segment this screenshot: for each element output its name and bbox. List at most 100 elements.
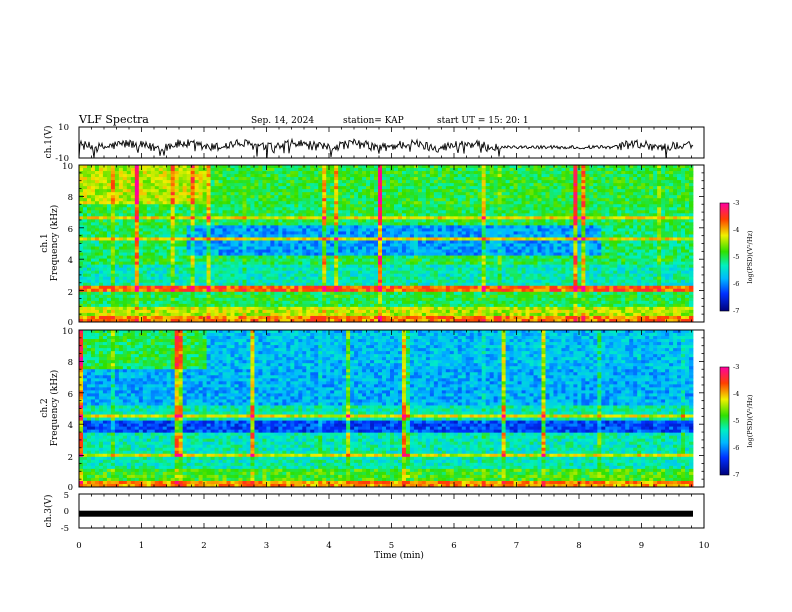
spectrogram-cell — [318, 219, 323, 223]
spectrogram-cell — [557, 201, 562, 205]
spectrogram-cell — [286, 249, 291, 253]
spectrogram-cell — [617, 240, 622, 244]
spectrogram-cell — [421, 219, 427, 223]
spectrogram-cell — [549, 207, 554, 211]
spectrogram-cell — [473, 198, 479, 202]
spectrogram-cell — [477, 246, 483, 250]
spectrogram-cell — [266, 216, 271, 220]
spectrogram-cell — [254, 237, 259, 241]
spectrogram-cell — [242, 261, 247, 266]
spectrogram-cell — [122, 207, 128, 211]
spectrogram-cell — [641, 192, 646, 196]
spectrogram-cell — [605, 258, 610, 263]
spectrogram-cell — [342, 249, 347, 253]
spectrogram-cell — [621, 207, 626, 211]
spectrogram-cell — [210, 165, 215, 169]
spectrogram-cell — [437, 240, 443, 244]
spectrogram-cell — [114, 171, 120, 175]
spectrogram-cell — [126, 201, 132, 205]
spectrogram-cell — [118, 189, 124, 193]
spectrogram-cell — [106, 177, 112, 181]
spectrogram-cell — [79, 237, 84, 241]
spectrogram-cell — [266, 180, 271, 184]
spectrogram-cell — [565, 237, 570, 241]
spectrogram-cell — [350, 171, 355, 175]
spectrogram-cell — [130, 255, 136, 259]
spectrogram-cell — [222, 213, 227, 217]
spectrogram-cell — [597, 174, 602, 178]
spectrogram-cell — [601, 174, 606, 178]
spectrogram-cell — [362, 249, 367, 253]
spectrogram-cell — [389, 222, 395, 226]
spectrogram-cell — [417, 240, 423, 244]
spectrogram-cell — [517, 231, 522, 235]
spectrogram-cell — [178, 261, 184, 266]
spectrogram-cell — [94, 183, 100, 187]
spectrogram-cell — [138, 174, 144, 178]
spectrogram-cell — [278, 216, 283, 220]
spectrogram-cell — [126, 195, 132, 199]
spectrogram-cell — [322, 180, 327, 184]
spectrogram-cell — [677, 180, 682, 184]
spectrogram-cell — [302, 255, 307, 259]
spectrogram-cell — [617, 168, 622, 172]
spectrogram-cell — [637, 177, 642, 181]
spectrogram-cell — [354, 246, 359, 250]
spectrogram-cell — [605, 183, 610, 187]
spectrogram-cell — [170, 246, 176, 250]
spectrogram-cell — [405, 207, 411, 211]
spectrogram-cell — [389, 177, 395, 181]
spectrogram-cell — [346, 192, 351, 196]
spectrogram-cell — [110, 195, 116, 199]
spectrogram-cell — [182, 237, 188, 241]
spectrogram-cell — [577, 246, 582, 250]
spectrogram-cell — [453, 216, 459, 220]
spectrogram-cell — [322, 219, 327, 223]
spectrogram-cell — [489, 201, 495, 205]
spectrogram-cell — [577, 237, 582, 241]
spectrogram-cell — [657, 171, 662, 175]
spectrogram-cell — [346, 219, 351, 223]
spectrogram-cell — [469, 195, 475, 199]
spectrogram-cell — [330, 252, 335, 256]
spectrogram-cell — [234, 243, 239, 247]
spectrogram-cell — [565, 234, 570, 238]
spectrogram-cell — [178, 177, 184, 181]
spectrogram-cell — [150, 171, 156, 175]
spectrogram-cell — [206, 261, 211, 266]
spectrogram-cell — [393, 183, 399, 187]
spectrogram-cell — [493, 207, 499, 211]
spectrogram-cell — [441, 228, 447, 232]
spectrogram-cell — [477, 168, 483, 172]
spectrogram-cell — [382, 186, 387, 190]
spectrogram-cell — [246, 195, 251, 199]
spectrogram-cell — [665, 201, 670, 205]
spectrogram-cell — [553, 186, 558, 190]
spectrogram-cell — [270, 261, 275, 266]
spectrogram-cell — [386, 165, 391, 169]
spectrogram-cell — [198, 168, 203, 172]
spectrogram-cell — [549, 246, 554, 250]
spectrogram-cell — [138, 252, 144, 256]
spectrogram-cell — [290, 168, 295, 172]
spectrogram-cell — [525, 243, 530, 247]
spectrogram-cell — [545, 207, 550, 211]
spectrogram-cell — [457, 183, 463, 187]
spectrogram-cell — [290, 207, 295, 211]
spectrogram-cell — [146, 249, 152, 253]
spectrogram-cell — [246, 183, 251, 187]
spectrogram-cell — [589, 225, 594, 229]
spectrogram-cell — [553, 165, 558, 169]
spectrogram-cell — [565, 246, 570, 250]
spectrogram-cell — [138, 207, 144, 211]
spectrogram-cell — [501, 216, 507, 220]
spectrogram-cell — [529, 204, 534, 208]
spectrogram-cell — [457, 165, 463, 169]
spectrogram-cell — [417, 234, 423, 238]
spectrogram-cell — [649, 207, 654, 211]
spectrogram-cell — [362, 237, 367, 241]
spectrogram-cell — [645, 201, 650, 205]
spectrogram-cell — [230, 237, 235, 241]
spectrogram-cell — [437, 219, 443, 223]
spectrogram-cell — [545, 258, 550, 263]
